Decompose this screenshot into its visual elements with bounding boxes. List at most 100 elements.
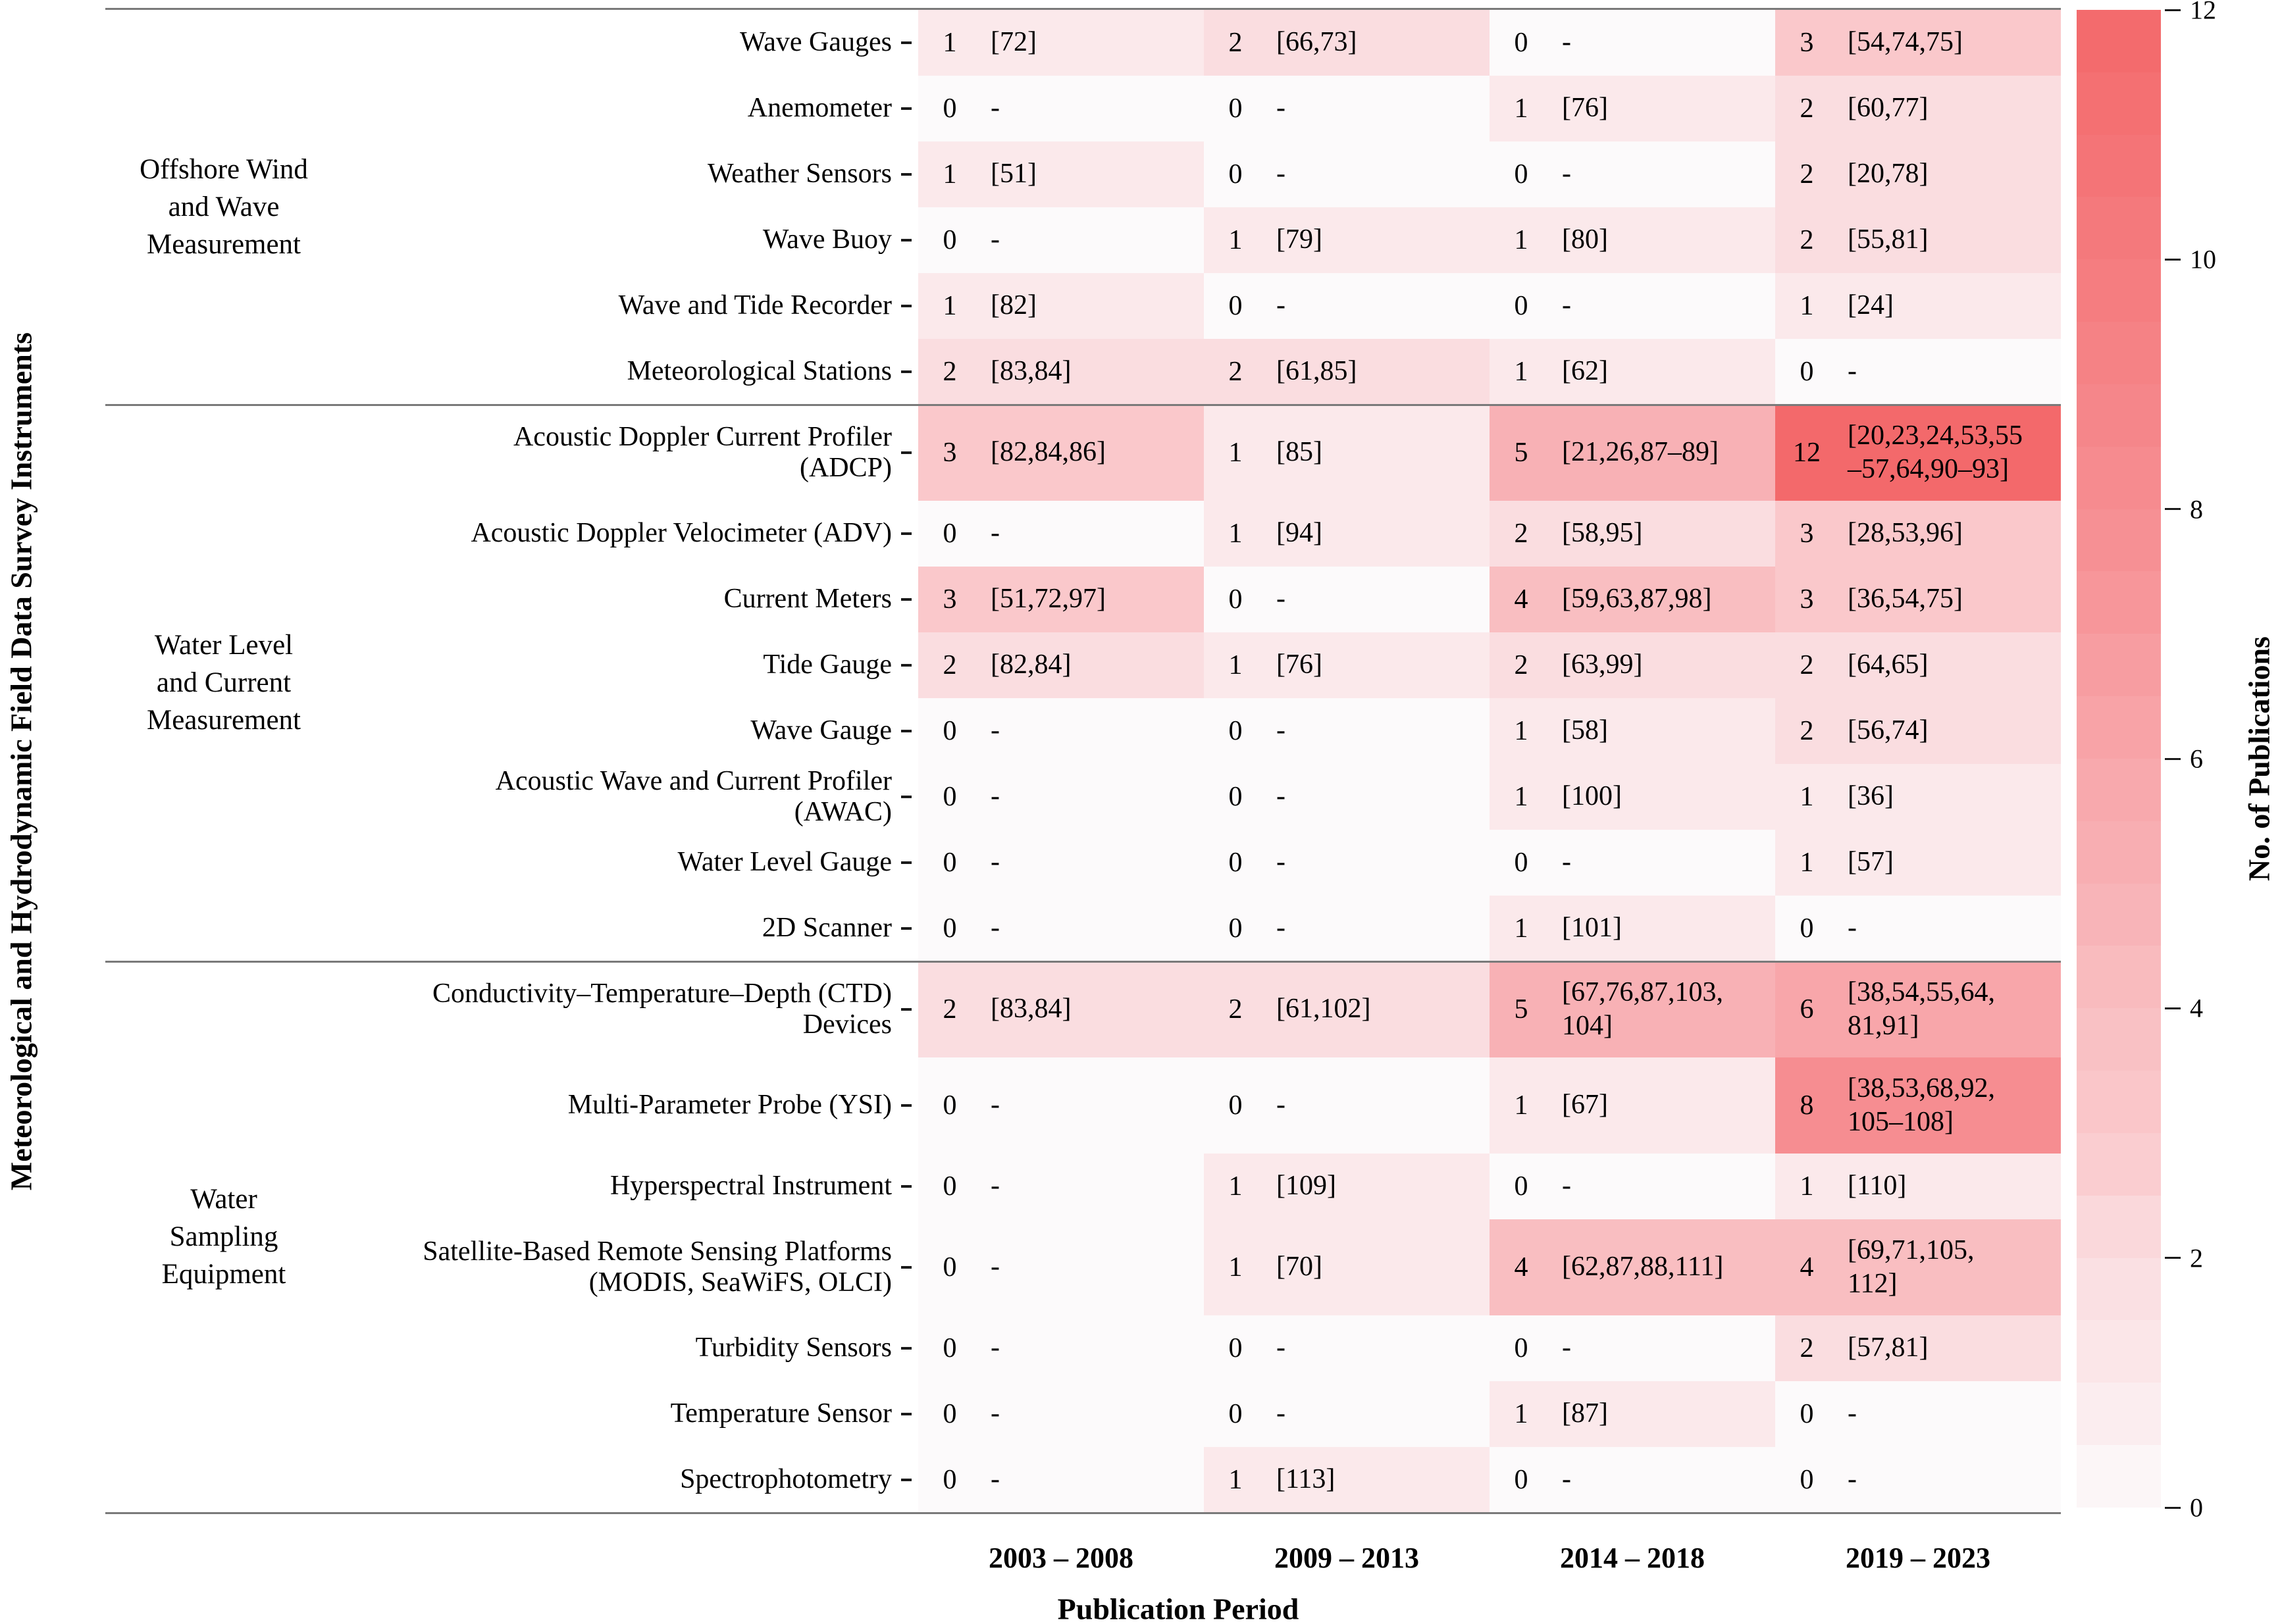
cell-reference-line: -: [1562, 1464, 1571, 1495]
cell-count: 4: [1514, 1252, 1528, 1282]
cell-reference-line: [58,95]: [1562, 518, 1643, 549]
heatmap-cell: 1 [57]: [1775, 830, 2061, 896]
row-label-text: Acoustic Doppler Velocimeter (ADV): [471, 518, 892, 549]
cell-references: [82,84,86]: [991, 436, 1106, 469]
cell-reference-line: [85]: [1276, 437, 1322, 468]
cell-count: 0: [1800, 1399, 1814, 1429]
cell-references: -: [1276, 714, 1285, 748]
heatmap-cell: 4 [62,87,88,111]: [1490, 1219, 1775, 1315]
cell-count: 0: [1514, 1333, 1528, 1363]
y-tick-icon: [901, 1413, 912, 1415]
cell-count: 3: [1800, 519, 1814, 549]
cell-references: [57]: [1848, 846, 1894, 879]
heatmap-cell: 2 [57,81]: [1775, 1315, 2061, 1381]
cell-references: [54,74,75]: [1848, 26, 1963, 59]
cell-references: -: [1848, 1397, 1857, 1431]
colorbar-band: [2077, 883, 2161, 946]
cell-count: 1: [1228, 1465, 1243, 1495]
y-tick-icon: [901, 239, 912, 241]
cell-count: 0: [943, 93, 957, 124]
heatmap-cell: 2 [56,74]: [1775, 698, 2061, 764]
heatmap-cell: 3 [51,72,97]: [918, 567, 1204, 632]
cell-count: 0: [1228, 848, 1243, 878]
cell-reference-line: -: [991, 1464, 1000, 1495]
cell-reference-line: [72]: [991, 27, 1037, 58]
colorbar-band: [2077, 571, 2161, 634]
cell-count: 1: [1514, 93, 1528, 124]
cell-count: 0: [943, 716, 957, 746]
cell-references: -: [1562, 846, 1571, 879]
heatmap-cell: 0-: [1204, 141, 1490, 207]
cell-references: -: [1276, 289, 1285, 322]
cell-references: -: [1276, 157, 1285, 191]
cell-references: [20,78]: [1848, 157, 1928, 191]
cell-references: -: [991, 91, 1000, 125]
cell-references: [69,71,105, 112]: [1848, 1234, 1975, 1301]
cell-reference-line: -: [1276, 159, 1285, 190]
colorbar-band: [2077, 72, 2161, 135]
cell-count: 1: [1228, 1252, 1243, 1282]
row-label-line: Temperature Sensor: [670, 1398, 892, 1429]
cell-references: [60,77]: [1848, 91, 1928, 125]
cell-references: [82,84]: [991, 648, 1071, 682]
cell-reference-line: [54,74,75]: [1848, 27, 1963, 58]
row-label: Acoustic Doppler Current Profiler (ADCP): [0, 405, 912, 501]
cell-reference-line: [61,102]: [1276, 994, 1371, 1025]
row-group-label-line: Water Level: [154, 629, 294, 661]
cell-reference-line: [59,63,87,98]: [1562, 584, 1712, 615]
colorbar-tick-icon: [2165, 1257, 2181, 1259]
heatmap-cell: 0-: [1490, 830, 1775, 896]
cell-reference-line: [38,54,55,64,: [1848, 977, 1995, 1007]
cell-count: 2: [1800, 159, 1814, 190]
cell-reference-line: [67]: [1562, 1090, 1608, 1121]
row-group-label-line: Sampling: [169, 1221, 278, 1252]
cell-reference-line: [21,26,87–89]: [1562, 437, 1719, 468]
x-tick-label: 2009 – 2013: [1274, 1542, 1419, 1574]
cell-reference-line: -: [1848, 913, 1857, 944]
cell-references: [67,76,87,103, 104]: [1562, 976, 1723, 1043]
cell-references: -: [1848, 1463, 1857, 1496]
cell-references: [36,54,75]: [1848, 582, 1963, 616]
heatmap-cell: 1 [82]: [918, 273, 1204, 339]
heatmap-cell: 12 [20,23,24,53,55 –57,64,90–93]: [1775, 405, 2061, 501]
row-label-line: Satellite-Based Remote Sensing Platforms: [423, 1236, 892, 1267]
cell-references: [61,102]: [1276, 992, 1370, 1026]
colorbar-band: [2077, 322, 2161, 384]
heatmap-cell: 2 [83,84]: [918, 339, 1204, 405]
row-label: Spectrophotometry: [0, 1447, 912, 1513]
cell-references: [57,81]: [1848, 1331, 1928, 1365]
heatmap-cell: 1 [62]: [1490, 339, 1775, 405]
cell-references: [58,95]: [1562, 517, 1642, 550]
cell-references: [58]: [1562, 714, 1608, 748]
cell-references: -: [1562, 1331, 1571, 1365]
cell-references: -: [991, 223, 1000, 257]
cell-references: [66,73]: [1276, 26, 1357, 59]
row-label-line: Tide Gauge: [763, 649, 892, 680]
cell-references: [76]: [1276, 648, 1322, 682]
row-label-line: Wave Gauges: [739, 27, 892, 58]
heatmap-cell: 3 [28,53,96]: [1775, 501, 2061, 567]
cell-references: -: [1276, 1397, 1285, 1431]
cell-references: -: [1562, 1463, 1571, 1496]
cell-reference-line: -: [1276, 781, 1285, 812]
cell-reference-line: -: [1276, 847, 1285, 878]
row-label-line: Current Meters: [723, 584, 892, 615]
cell-reference-line: -: [1562, 847, 1571, 878]
heatmap-cell: 1 [67]: [1490, 1057, 1775, 1154]
cell-references: [87]: [1562, 1397, 1608, 1431]
heatmap-cell: 0-: [1204, 830, 1490, 896]
row-label: Conductivity–Temperature–Depth (CTD) Devi…: [0, 961, 912, 1057]
axis-line-top: [105, 8, 2061, 10]
cell-reference-line: [66,73]: [1276, 27, 1357, 58]
cell-references: -: [991, 1169, 1000, 1203]
heatmap-cell: 0-: [1204, 1057, 1490, 1154]
cell-count: 6: [1800, 994, 1814, 1025]
y-tick-icon: [901, 1008, 912, 1011]
colorbar-tick-label: 0: [2190, 1492, 2203, 1523]
y-tick-icon: [901, 1185, 912, 1188]
colorbar-band: [2077, 1008, 2161, 1071]
cell-references: [36]: [1848, 780, 1894, 813]
cell-references: -: [991, 1331, 1000, 1365]
row-label-text: Satellite-Based Remote Sensing Platforms…: [423, 1236, 892, 1298]
heatmap-cell: 0-: [1490, 1315, 1775, 1381]
